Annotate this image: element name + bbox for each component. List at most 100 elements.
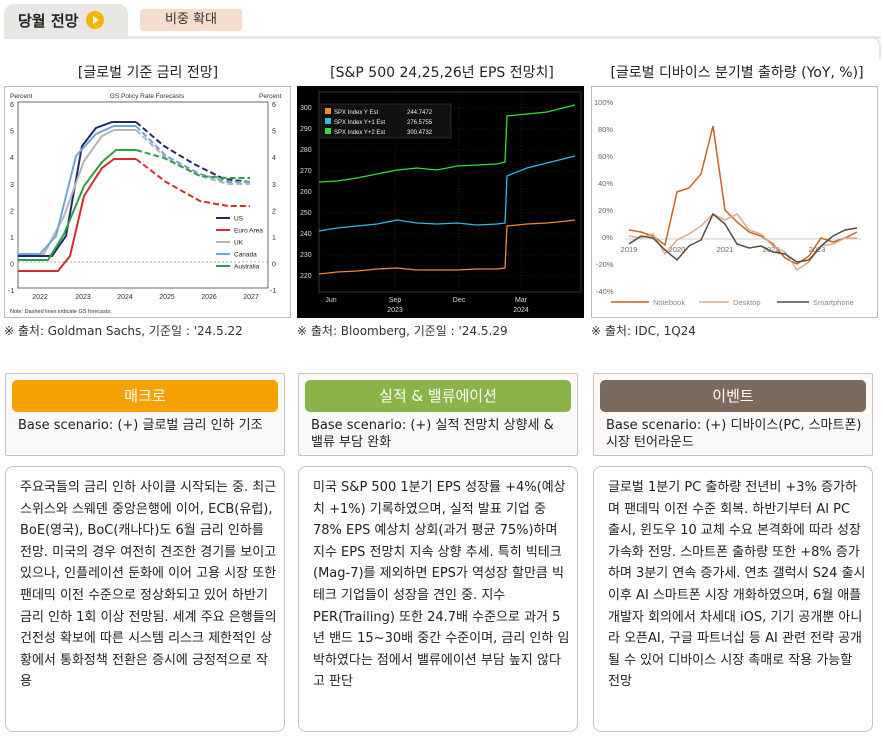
eps-ytick: 280 (300, 147, 312, 154)
eps-legend-label: SPX Index Y+2 Est (334, 130, 385, 136)
rates-ytick-right: 6 (272, 102, 276, 109)
eps-series-y1 (318, 155, 576, 232)
rates-ytick-right: 5 (272, 129, 276, 136)
event-panel-title: 이벤트 (600, 380, 866, 412)
rates-inner-title: GS Policy Rate Forecasts (110, 93, 185, 100)
devices-ytick: 80% (598, 125, 613, 134)
eps-ytick: 250 (300, 210, 312, 217)
rates-ytick: 3 (10, 182, 14, 189)
devices-ytick: -20% (596, 260, 614, 269)
rates-legend-canada: Canada (234, 252, 257, 259)
rates-ytick: 4 (10, 155, 14, 162)
eps-xyear: 2024 (513, 307, 529, 314)
frame-corner (867, 36, 881, 60)
eps-xtick: Mar (515, 297, 528, 304)
eps-ytick: 220 (300, 273, 312, 280)
eps-ytick: 300 (300, 105, 312, 112)
rates-ytick: 2 (10, 208, 14, 215)
devices-ytick: 0% (602, 233, 613, 242)
rates-xtick: 2025 (159, 294, 175, 301)
rates-xtick: 2023 (75, 294, 91, 301)
rates-series-uk-forecast (135, 129, 250, 185)
macro-panel-title: 매크로 (12, 380, 278, 412)
eps-ytick: 270 (300, 168, 312, 175)
rates-ytick: 1 (10, 235, 14, 242)
devices-chart-title: [글로벌 디바이스 분기별 출하량 (YoY, %)] (610, 65, 864, 81)
rates-ytick-right: 4 (272, 155, 276, 162)
rates-ytick: 0 (10, 262, 14, 269)
overweight-badge: 비중 확대 (140, 9, 242, 31)
eps-ytick: 290 (300, 126, 312, 133)
event-body-text: 글로벌 1분기 PC 출하량 전년비 +3% 증가하며 팬데믹 이전 수준 회복… (608, 480, 866, 690)
devices-legend-smartphone: Smartphone (813, 298, 854, 307)
rates-right-unit: Percent (259, 93, 282, 100)
rates-series-canada (18, 125, 136, 255)
eps-series-y (318, 219, 576, 275)
rates-ytick: -1 (8, 288, 14, 295)
earnings-body: 미국 S&P 500 1분기 EPS 성장률 +4%(예상치 +1%) 기록하였… (298, 466, 578, 732)
eps-legend-label: SPX Index Y Est (334, 110, 378, 116)
rates-chart-title: [글로벌 기준 금리 전망] (77, 65, 219, 81)
rates-legend-australia: Australia (234, 264, 260, 271)
rates-xtick: 2024 (117, 294, 133, 301)
rates-ytick-right: 2 (272, 208, 276, 215)
eps-legend-label: SPX Index Y+1 Est (334, 120, 385, 126)
rates-series-uk (18, 129, 136, 255)
header-divider (4, 36, 881, 39)
eps-xtick: Sep (389, 297, 402, 304)
eps-series-y2 (318, 104, 576, 183)
devices-xtick: 2020 (669, 245, 686, 254)
rates-xtick: 2026 (201, 294, 217, 301)
rates-series-euro (18, 158, 136, 272)
devices-xtick: 2023 (809, 245, 826, 254)
eps-ytick: 230 (300, 252, 312, 259)
devices-source: ※ 출처: IDC, 1Q24 (591, 324, 696, 338)
devices-series-smartphone (628, 212, 858, 263)
eps-chart-title: [S&P 500 24,25,26년 EPS 전망치] (330, 65, 554, 81)
rates-chart: Percent Percent GS Policy Rate Forecasts… (4, 86, 291, 318)
devices-xtick: 2019 (621, 245, 638, 254)
rates-ytick-right: -1 (270, 288, 276, 295)
rates-legend-uk: UK (234, 240, 244, 247)
devices-xtick: 2022 (763, 245, 780, 254)
devices-series-notebook (628, 125, 858, 265)
devices-ytick: 20% (598, 206, 613, 215)
eps-xyear: 2023 (387, 307, 403, 314)
rates-legend-us: US (234, 216, 244, 223)
rates-ytick-right: 1 (272, 235, 276, 242)
rates-xtick: 2027 (243, 294, 259, 301)
rates-series-us (18, 121, 136, 257)
macro-body-text: 주요국들의 금리 인하 사이클 시작되는 중. 최근 스위스와 스웨덴 중앙은행… (20, 480, 277, 690)
tab-label: 당월 전망 (18, 11, 79, 30)
play-icon[interactable] (86, 11, 105, 29)
devices-legend-notebook: Notebook (653, 298, 685, 307)
rates-xtick: 2022 (32, 294, 48, 301)
rates-ytick-right: 3 (272, 182, 276, 189)
rates-left-unit: Percent (10, 93, 33, 100)
rates-note: Note: Dashed lines indicate GS forecasts… (10, 309, 112, 315)
macro-panel: 매크로 Base scenario: (+) 글로벌 금리 인하 기조 (5, 373, 285, 456)
devices-ytick: 40% (598, 179, 613, 188)
macro-body: 주요국들의 금리 인하 사이클 시작되는 중. 최근 스위스와 스웨덴 중앙은행… (5, 466, 285, 732)
event-panel: 이벤트 Base scenario: (+) 디바이스(PC, 스마트폰) 시장… (593, 373, 873, 456)
rates-source: ※ 출처: Goldman Sachs, 기준일 : '24.5.22 (4, 324, 243, 338)
devices-xtick: 2021 (717, 245, 734, 254)
earnings-panel-title: 실적 & 밸류에이션 (305, 380, 571, 412)
rates-series-australia (18, 149, 136, 261)
devices-legend-desktop: Desktop (733, 298, 761, 307)
rates-ytick: 6 (10, 102, 14, 109)
event-scenario: Base scenario: (+) 디바이스(PC, 스마트폰) 시장 턴어라… (606, 418, 862, 450)
eps-xtick: Jun (325, 297, 336, 304)
devices-ytick: 60% (598, 152, 613, 161)
earnings-scenario: Base scenario: (+) 실적 전망치 상향세 & 밸류 부담 완화 (311, 418, 554, 450)
rates-ytick-right: 0 (272, 262, 276, 269)
rates-series-australia-forecast (135, 149, 250, 179)
devices-ytick: -40% (596, 287, 614, 296)
rates-series-euro-forecast (135, 158, 250, 207)
rates-legend-euro: Euro Area (234, 228, 263, 235)
monthly-outlook-tab[interactable]: 당월 전망 (4, 4, 128, 36)
eps-source: ※ 출처: Bloomberg, 기준일 : '24.5.29 (297, 324, 508, 338)
earnings-body-text: 미국 S&P 500 1분기 EPS 성장률 +4%(예상치 +1%) 기록하였… (313, 480, 570, 690)
eps-legend-value: 300.4732 (407, 130, 433, 136)
event-body: 글로벌 1분기 PC 출하량 전년비 +3% 증가하며 팬데믹 이전 수준 회복… (593, 466, 873, 732)
